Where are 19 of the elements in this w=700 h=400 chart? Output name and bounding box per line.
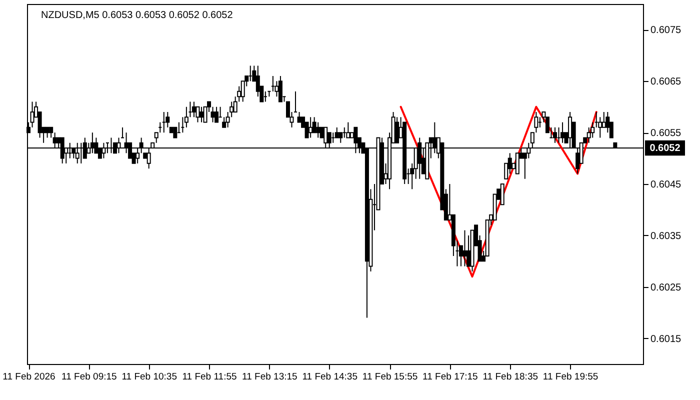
ref-line-label: 0.6052 [650,143,681,154]
y-tick-label: 0.6075 [650,25,682,36]
text: NZDUSD,M5 0.6053 0.6053 0.6052 0.6052 [41,10,234,21]
x-tick-label: 11 Feb 10:35 [122,372,177,382]
x-tick-label: 11 Feb 14:35 [302,372,358,382]
x-tick-label: 11 Feb 2026 [2,372,56,382]
x-tick-label: 11 Feb 19:55 [542,372,598,382]
y-tick-label: 0.6055 [650,128,682,140]
x-tick-label: 11 Feb 15:55 [362,372,418,382]
y-tick-label: 0.6025 [650,282,682,294]
x-tick-label: 11 Feb 17:15 [422,372,478,382]
x-tick-label: 11 Feb 13:15 [242,372,298,382]
x-tick-label: 11 Feb 11:55 [182,372,237,382]
y-tick-label: 0.6065 [650,76,682,88]
y-tick-label: 0.6035 [650,230,682,242]
y-tick-label: 0.6015 [650,334,682,345]
x-tick-label: 11 Feb 18:35 [482,372,538,382]
x-tick-label: 11 Feb 09:15 [62,372,117,382]
y-tick-label: 0.6045 [650,180,682,190]
